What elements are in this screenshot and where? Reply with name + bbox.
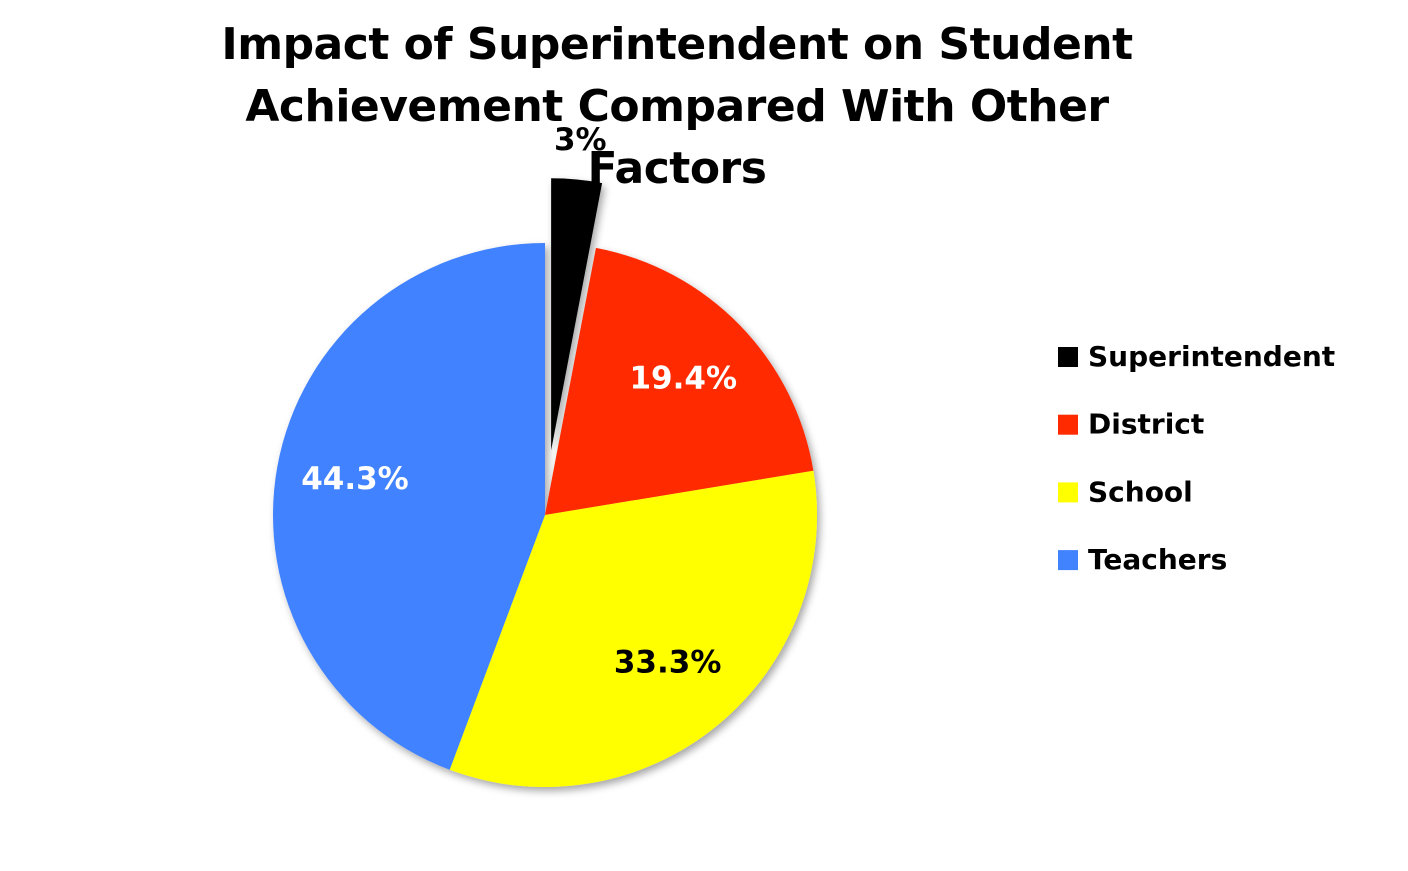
pie-slice bbox=[551, 178, 603, 451]
legend-swatch bbox=[1058, 347, 1078, 367]
legend-label: District bbox=[1088, 408, 1204, 441]
legend-swatch bbox=[1058, 482, 1078, 503]
value-label: 3% bbox=[554, 122, 607, 158]
legend-label: School bbox=[1088, 475, 1193, 508]
pie-slice bbox=[545, 247, 814, 515]
pie bbox=[272, 178, 817, 788]
legend-swatch bbox=[1058, 414, 1078, 435]
value-label: 33.3% bbox=[614, 645, 722, 681]
value-label: 19.4% bbox=[629, 361, 737, 397]
value-label: 44.3% bbox=[301, 461, 409, 497]
legend-label: Teachers bbox=[1088, 543, 1227, 576]
pie-slice bbox=[272, 242, 545, 770]
legend-swatch bbox=[1058, 550, 1078, 571]
pie-slice bbox=[449, 470, 817, 788]
chart-title: Impact of Superintendent on Student Achi… bbox=[221, 19, 1133, 194]
legend-label: Superintendent bbox=[1088, 340, 1335, 373]
